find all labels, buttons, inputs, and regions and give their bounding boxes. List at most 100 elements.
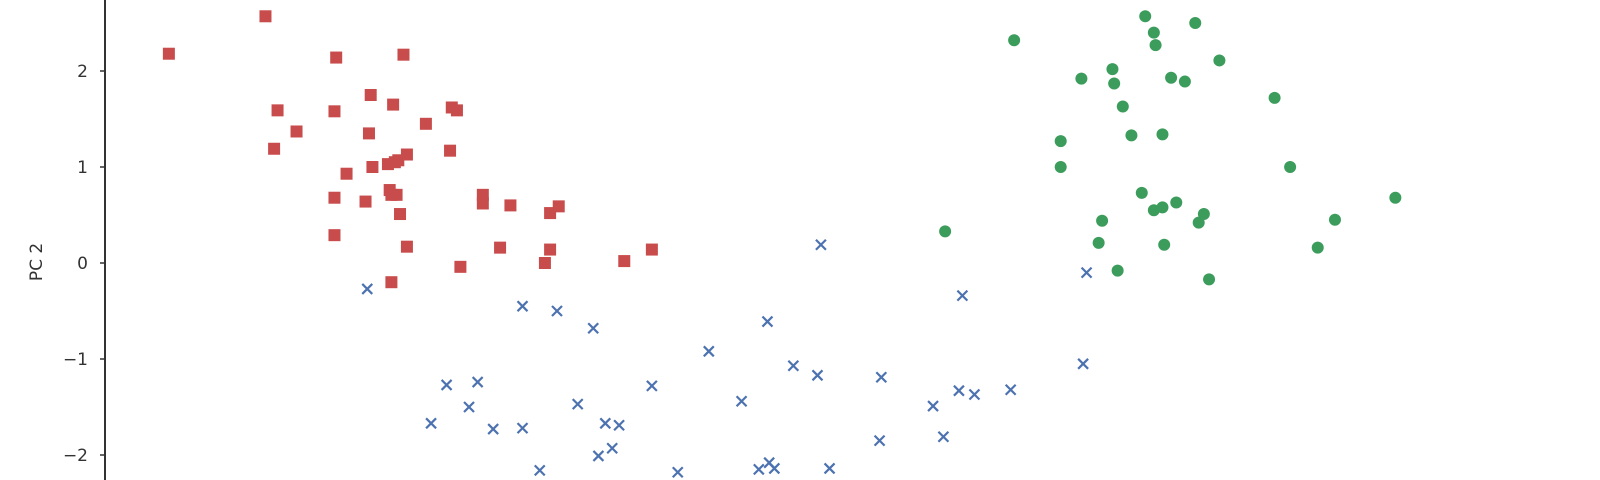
scatter-point-x xyxy=(463,401,475,413)
scatter-point-square xyxy=(290,125,303,138)
y-tick-label: 2 xyxy=(77,62,88,82)
scatter-point-circle xyxy=(1203,273,1216,286)
scatter-point-x xyxy=(927,400,939,412)
scatter-point-circle xyxy=(1075,72,1088,85)
scatter-point-circle xyxy=(1268,91,1281,104)
scatter-point-x xyxy=(875,371,888,384)
scatter-point-circle xyxy=(1111,264,1124,277)
scatter-point-x xyxy=(516,300,529,312)
scatter-point-circle xyxy=(1389,191,1402,204)
scatter-point-circle xyxy=(1213,54,1226,67)
scatter-point-square xyxy=(387,98,400,111)
y-tick-label: −1 xyxy=(63,350,88,370)
scatter-point-circle xyxy=(1096,214,1109,227)
scatter-point-x xyxy=(811,369,824,382)
scatter-point-circle xyxy=(1147,26,1160,39)
scatter-point-x xyxy=(823,462,836,475)
scatter-point-circle xyxy=(1106,63,1119,76)
scatter-point-square xyxy=(476,197,489,210)
scatter-point-x xyxy=(735,395,748,408)
scatter-point-x xyxy=(787,359,800,372)
scatter-point-square xyxy=(544,243,557,256)
scatter-point-x xyxy=(516,422,529,434)
scatter-point-circle xyxy=(1147,204,1160,217)
scatter-point-square xyxy=(444,144,457,157)
scatter-point-x xyxy=(606,442,618,455)
scatter-point-square xyxy=(362,127,375,140)
scatter-point-circle xyxy=(1189,17,1202,29)
scatter-point-x xyxy=(592,450,605,462)
scatter-point-x xyxy=(761,315,774,328)
scatter-point-square xyxy=(366,161,379,173)
scatter-point-square xyxy=(364,89,377,101)
scatter-point-circle xyxy=(1149,39,1162,52)
scatter-point-square xyxy=(454,260,467,273)
y-tick-label: −2 xyxy=(63,446,88,466)
scatter-point-square xyxy=(268,142,281,155)
scatter-point-circle xyxy=(1178,75,1191,88)
scatter-point-square xyxy=(259,10,272,23)
scatter-point-square xyxy=(552,200,565,213)
scatter-point-x xyxy=(613,419,625,432)
scatter-point-circle xyxy=(1092,236,1105,249)
scatter-point-x xyxy=(956,289,969,302)
scatter-point-circle xyxy=(1116,100,1129,113)
scatter-point-x xyxy=(471,376,484,388)
scatter-point-circle xyxy=(1125,129,1138,142)
scatter-point-square xyxy=(328,105,341,118)
scatter-point-x xyxy=(1077,358,1089,370)
scatter-point-square xyxy=(538,257,551,269)
scatter-point-x xyxy=(768,462,781,475)
scatter-point-square xyxy=(340,167,353,180)
scatter-point-x xyxy=(937,430,950,443)
scatter-point-square xyxy=(397,48,410,61)
scatter-point-circle xyxy=(1165,71,1178,84)
scatter-point-x xyxy=(968,388,981,401)
scatter-point-square xyxy=(162,47,175,60)
scatter-point-circle xyxy=(939,225,952,238)
scatter-point-circle xyxy=(1054,135,1067,148)
scatter-point-circle xyxy=(1054,161,1067,173)
scatter-point-square xyxy=(328,191,341,204)
scatter-point-x xyxy=(587,322,600,335)
scatter-point-x xyxy=(551,305,563,317)
scatter-points xyxy=(162,10,1402,479)
scatter-point-x xyxy=(425,417,437,430)
scatter-point-circle xyxy=(1284,161,1297,173)
scatter-point-square xyxy=(392,154,405,167)
scatter-point-x xyxy=(599,417,612,430)
scatter-point-square xyxy=(450,104,463,117)
scatter-point-square xyxy=(400,240,413,253)
scatter-point-circle xyxy=(1170,196,1183,209)
scatter-point-square xyxy=(390,188,403,201)
scatter-point-circle xyxy=(1108,77,1121,90)
scatter-point-circle xyxy=(1311,241,1324,254)
scatter-point-x xyxy=(815,238,827,251)
scatter-point-circle xyxy=(1192,216,1205,229)
scatter-point-x xyxy=(1080,266,1093,279)
scatter-point-x xyxy=(533,464,546,477)
scatter-point-square xyxy=(504,199,517,212)
y-tick-label: 0 xyxy=(77,254,88,274)
scatter-point-x xyxy=(671,466,684,479)
scatter-point-x xyxy=(1004,383,1017,396)
scatter-point-square xyxy=(394,208,407,221)
scatter-point-x xyxy=(953,384,965,397)
scatter-point-x xyxy=(440,379,453,391)
scatter-point-circle xyxy=(1008,34,1021,47)
scatter-point-x xyxy=(873,434,886,447)
scatter-point-square xyxy=(494,241,507,254)
y-ticks: 2 1 0 −1 −2 xyxy=(63,62,105,466)
scatter-point-circle xyxy=(1197,208,1210,221)
scatter-point-square xyxy=(271,104,284,117)
scatter-point-x xyxy=(487,423,499,435)
scatter-point-square xyxy=(645,243,658,256)
scatter-point-x xyxy=(571,398,584,410)
scatter-point-x xyxy=(703,345,715,358)
scatter-point-circle xyxy=(1156,128,1169,141)
scatter-point-square xyxy=(618,255,631,268)
scatter-point-x xyxy=(646,380,658,392)
y-tick-label: 1 xyxy=(77,158,88,178)
scatter-point-circle xyxy=(1135,186,1148,199)
